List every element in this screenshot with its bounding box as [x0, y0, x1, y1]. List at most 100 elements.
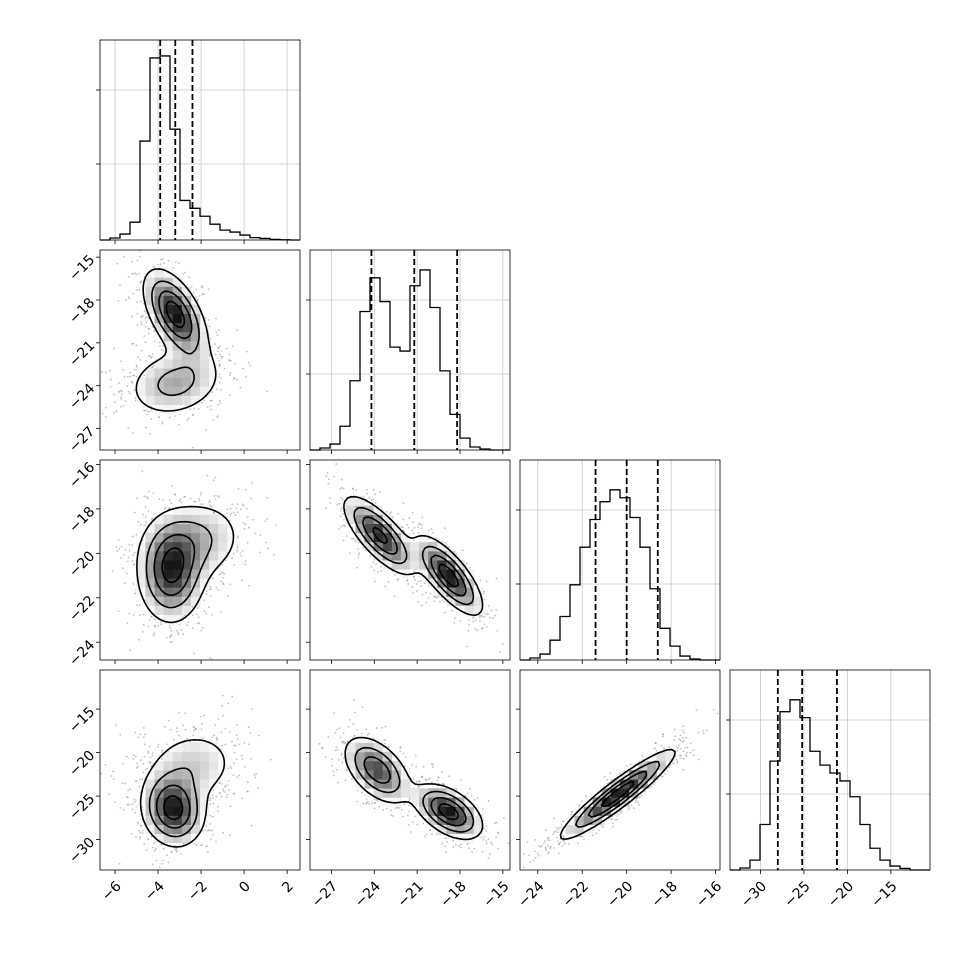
- sample-point: [151, 863, 154, 866]
- sample-point: [124, 549, 127, 551]
- sample-point: [189, 408, 192, 411]
- sample-point: [150, 356, 153, 359]
- y-tick-label: −20: [66, 748, 98, 780]
- sample-point: [145, 849, 148, 852]
- sample-point: [562, 835, 564, 838]
- sample-point: [225, 796, 228, 799]
- density-cell: [464, 605, 475, 615]
- sample-point: [217, 589, 219, 591]
- sample-point: [120, 545, 123, 548]
- sample-point: [390, 511, 393, 514]
- density-cell: [172, 806, 183, 816]
- density-cell: [200, 760, 210, 771]
- sample-point: [373, 801, 376, 804]
- sample-point: [140, 321, 143, 323]
- sample-point: [140, 825, 143, 828]
- sample-point: [484, 612, 486, 615]
- sample-point: [545, 849, 548, 852]
- sample-point: [217, 403, 219, 406]
- sample-point: [335, 746, 338, 749]
- sample-point: [228, 353, 231, 356]
- sample-point: [553, 847, 556, 849]
- sample-point: [116, 262, 119, 265]
- sample-point: [210, 408, 213, 411]
- sample-point: [429, 777, 432, 780]
- sample-point: [546, 844, 549, 847]
- sample-point: [164, 508, 166, 510]
- sample-point: [128, 549, 131, 552]
- sample-point: [211, 736, 213, 739]
- density-cell: [145, 277, 155, 287]
- density-cell: [181, 350, 192, 360]
- sample-point: [243, 765, 246, 768]
- sample-point: [206, 829, 209, 832]
- sample-point: [329, 502, 332, 504]
- density-cell: [391, 550, 402, 561]
- sample-point: [147, 490, 150, 493]
- sample-point: [226, 793, 229, 796]
- density-cell: [136, 560, 146, 570]
- density-cell: [190, 824, 201, 835]
- sample-point: [680, 757, 683, 760]
- sample-point: [340, 752, 343, 755]
- sample-point: [173, 738, 175, 741]
- sample-point: [247, 726, 250, 729]
- sample-point: [245, 507, 248, 510]
- sample-point: [348, 552, 351, 555]
- density-cell: [172, 605, 183, 615]
- sample-point: [171, 485, 174, 487]
- sample-point: [137, 638, 140, 641]
- sample-point: [342, 524, 345, 527]
- sample-point: [207, 288, 210, 291]
- sample-point: [237, 488, 240, 490]
- sample-point: [407, 583, 410, 585]
- density-cell: [446, 569, 456, 579]
- density-cell: [145, 386, 155, 396]
- density-cell: [136, 569, 146, 579]
- sample-point: [384, 739, 387, 742]
- sample-point: [662, 746, 665, 749]
- density-cell: [154, 523, 165, 534]
- sample-point: [549, 845, 552, 848]
- density-cell: [172, 614, 183, 625]
- sample-point: [408, 767, 411, 770]
- sample-point: [362, 802, 365, 805]
- density-cell: [154, 587, 165, 597]
- sample-point: [176, 730, 178, 733]
- sample-point: [138, 255, 141, 258]
- sample-point: [342, 757, 345, 760]
- sample-point: [380, 570, 383, 572]
- density-cell: [200, 532, 210, 543]
- sample-point: [211, 613, 214, 616]
- sample-point: [598, 829, 600, 831]
- sample-point: [401, 526, 404, 529]
- sample-point: [180, 628, 183, 631]
- density-cell: [391, 532, 402, 543]
- density-cell: [172, 395, 183, 405]
- sample-point: [226, 595, 229, 598]
- sample-point: [212, 833, 215, 836]
- sample-point: [366, 488, 368, 491]
- density-cell: [620, 770, 630, 780]
- sample-point: [196, 613, 199, 616]
- sample-point: [376, 727, 378, 729]
- sample-point: [153, 265, 156, 268]
- sample-point: [135, 835, 137, 838]
- sample-point: [412, 532, 415, 535]
- sample-point: [676, 749, 679, 752]
- density-cell: [163, 596, 174, 606]
- sample-point: [139, 831, 142, 834]
- sample-point: [485, 842, 488, 845]
- sample-point: [212, 796, 215, 799]
- sample-point: [370, 740, 373, 743]
- sample-point: [119, 405, 122, 408]
- sample-point: [434, 595, 437, 598]
- sample-point: [229, 514, 232, 516]
- sample-point: [160, 621, 163, 623]
- density-cell: [200, 806, 210, 816]
- panel-frame: [309, 459, 511, 661]
- contour-line: [153, 533, 196, 596]
- sample-point: [222, 576, 225, 579]
- sample-point: [140, 281, 142, 283]
- sample-point: [372, 498, 375, 501]
